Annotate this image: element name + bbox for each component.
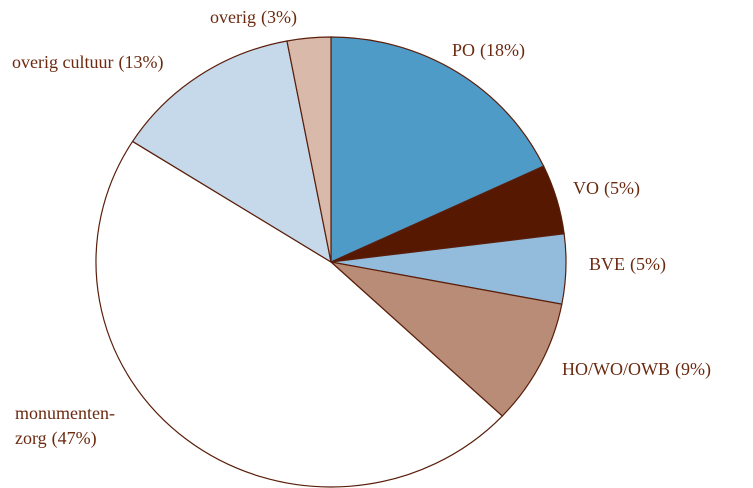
pie-slice: [286, 36, 332, 263]
slice-label: overig cultuur (13%): [12, 50, 163, 75]
category-label: VO: [573, 178, 599, 198]
value-label: (5%): [630, 254, 666, 274]
slice-label: VO (5%): [573, 176, 640, 201]
pie-slice: [329, 261, 563, 417]
slice-label: BVE (5%): [589, 252, 666, 277]
slice-label: PO (18%): [452, 38, 525, 63]
category-label: overig cultuur: [12, 52, 114, 72]
slice-label: monumenten- zorg (47%): [15, 401, 115, 451]
category-label: monumenten- zorg: [15, 403, 115, 448]
value-label: (47%): [51, 428, 97, 448]
category-label: HO/WO/OWB: [562, 359, 670, 379]
pie-slice: [330, 36, 545, 263]
value-label: (9%): [674, 359, 711, 379]
value-label: (13%): [118, 52, 164, 72]
slice-label: HO/WO/OWB (9%): [562, 357, 711, 382]
category-label: BVE: [589, 254, 625, 274]
category-label: PO: [452, 40, 476, 60]
slice-label: overig (3%): [210, 5, 297, 30]
category-label: overig: [210, 7, 256, 27]
value-label: (3%): [260, 7, 297, 27]
value-label: (5%): [604, 178, 640, 198]
pie-slice: [131, 40, 332, 264]
pie-slice: [95, 140, 504, 488]
value-label: (18%): [480, 40, 525, 60]
